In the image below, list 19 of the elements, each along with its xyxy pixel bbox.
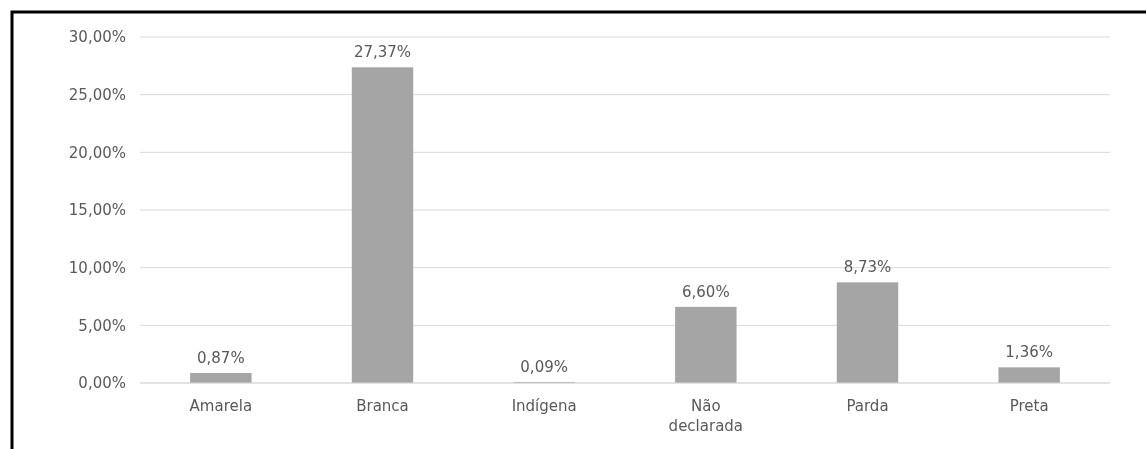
- x-tick-label: Amarela: [189, 397, 253, 415]
- data-label: 27,37%: [353, 43, 412, 62]
- x-tick-label: Preta: [1009, 397, 1049, 415]
- x-tick-label: Indígena: [511, 397, 577, 415]
- y-tick-label: 0,00%: [78, 374, 126, 393]
- y-tick-label: 30,00%: [68, 28, 126, 47]
- data-label: 8,73%: [843, 258, 892, 277]
- y-tick-label: 15,00%: [68, 201, 126, 220]
- x-tick-label: Branca: [356, 397, 409, 415]
- y-tick-label: 25,00%: [68, 85, 126, 104]
- x-tick-label: Parda: [846, 397, 889, 415]
- y-tick-label: 10,00%: [68, 258, 126, 277]
- y-tick-label: 5,00%: [78, 316, 126, 335]
- data-label: 0,09%: [520, 357, 568, 376]
- y-tick-label: 20,00%: [68, 143, 126, 162]
- data-label: 6,60%: [682, 282, 730, 301]
- x-tick-label: Não declarada: [668, 397, 744, 435]
- data-label: 1,36%: [1005, 343, 1053, 362]
- data-label: 0,87%: [197, 348, 245, 367]
